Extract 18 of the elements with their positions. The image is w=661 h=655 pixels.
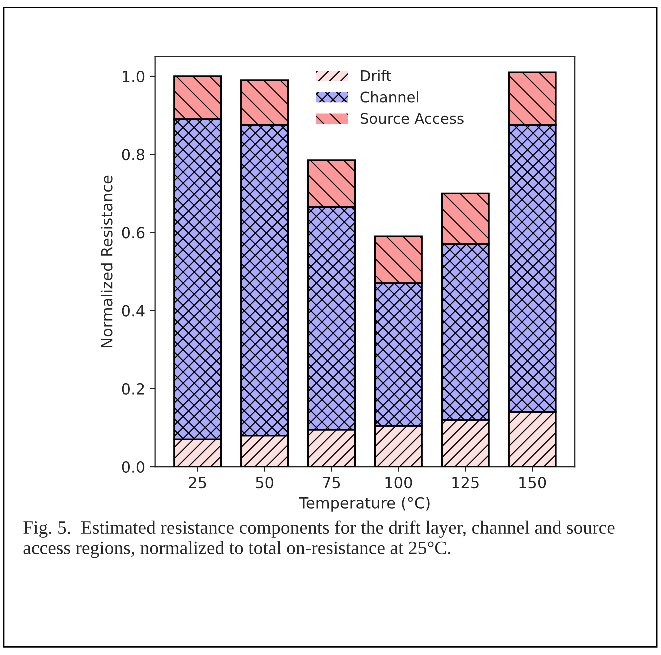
x-axis-title: Temperature (°C) xyxy=(299,497,430,512)
x-tick-label: 50 xyxy=(256,477,274,489)
y-tick-label: 0.2 xyxy=(122,383,144,395)
caption: Fig. 5. Estimated resistance components for the drift layer, channel and source access regions, normalized to total on-resistance at 25°C. xyxy=(24,520,615,558)
y-tick-label: 0.8 xyxy=(122,149,145,161)
y-axis-title: Normalized Resistance xyxy=(100,176,113,348)
x-tick-label: 125 xyxy=(452,477,479,489)
x-tick-label: 75 xyxy=(323,477,340,489)
legend-label: Source Access xyxy=(360,113,464,124)
legend-label: Drift xyxy=(361,70,392,82)
x-tick-label: 100 xyxy=(386,477,412,489)
x-tick-label: 150 xyxy=(520,477,546,489)
legend-label: Channel xyxy=(360,92,418,103)
y-tick-label: 0.4 xyxy=(122,305,145,317)
x-tick-label: 25 xyxy=(189,477,206,489)
y-tick-label: 0.6 xyxy=(122,227,145,239)
y-tick-label: 0.0 xyxy=(122,461,145,474)
y-tick-label: 1.0 xyxy=(122,70,145,83)
